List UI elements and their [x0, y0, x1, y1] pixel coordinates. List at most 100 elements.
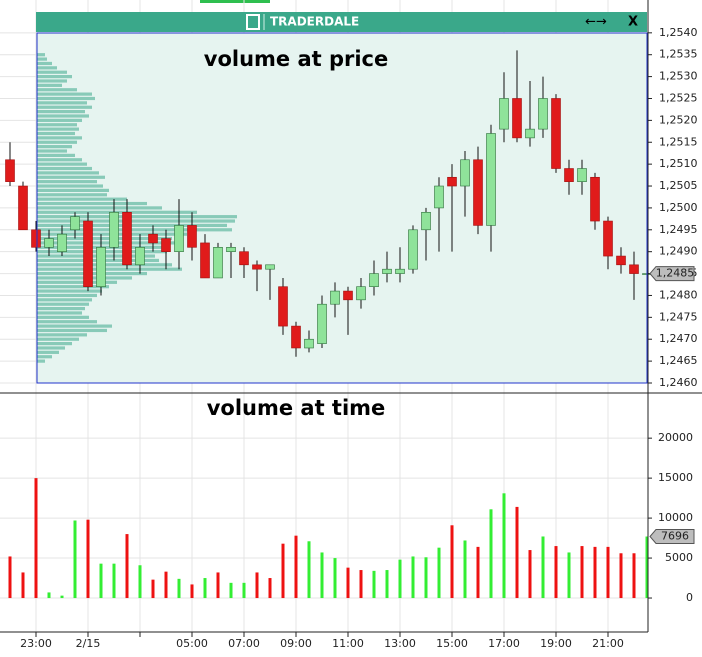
- y-tick-label: 1,2500: [659, 201, 698, 214]
- profile-box-border: [36, 32, 648, 384]
- bar: [489, 509, 493, 599]
- x-tick-label: 17:00: [488, 637, 520, 650]
- bar: [476, 546, 480, 599]
- profile-bar: [37, 145, 72, 149]
- candle-body: [408, 229, 418, 270]
- bar: [437, 547, 441, 599]
- bar: [60, 595, 64, 599]
- y-tick-label: 1,2525: [659, 91, 698, 104]
- last-value-tag: [649, 266, 695, 282]
- candle-body: [161, 238, 171, 252]
- y-tick-label: 1,2460: [659, 376, 698, 389]
- profile-bar: [37, 166, 92, 171]
- bar: [8, 556, 12, 599]
- y-tick-label: 1,2540: [659, 26, 698, 39]
- y-tick-label: 1,2530: [659, 70, 698, 83]
- candle-body: [291, 325, 301, 349]
- candle-body: [83, 220, 93, 288]
- bar: [281, 543, 285, 599]
- y-tick-label: 1,2490: [659, 245, 698, 258]
- profile-bar: [37, 302, 89, 306]
- profile-bar: [37, 158, 82, 162]
- profile-bar: [37, 88, 77, 92]
- profile-bar: [37, 74, 72, 79]
- candle-body: [200, 242, 210, 279]
- candle-body: [356, 286, 366, 301]
- profile-bar: [37, 236, 172, 241]
- profile-bar: [37, 53, 45, 57]
- profile-bar: [37, 193, 107, 197]
- last-value-label: 7696: [661, 530, 689, 543]
- candle-body: [616, 255, 626, 266]
- bar: [619, 553, 623, 599]
- bar: [554, 546, 558, 599]
- y-tick-label: 1,2465: [659, 354, 698, 367]
- profile-bar: [37, 355, 52, 359]
- profile-bar: [37, 149, 67, 153]
- annotation: volume at time: [207, 396, 386, 420]
- profile-bar: [37, 346, 65, 350]
- bar: [502, 493, 506, 599]
- candle-body: [226, 247, 236, 252]
- bar: [320, 552, 324, 599]
- candle-body: [421, 211, 431, 231]
- profile-bar: [37, 324, 112, 328]
- profile-bar: [37, 188, 109, 193]
- bar: [73, 520, 77, 599]
- profile-bar: [37, 162, 87, 166]
- bar: [112, 563, 116, 599]
- bar: [593, 546, 597, 599]
- candle-body: [265, 264, 275, 270]
- y-tick-label: 15000: [658, 471, 693, 484]
- x-tick-label: 11:00: [332, 637, 364, 650]
- x-tick-label: 2/15: [76, 637, 101, 650]
- candle-body: [70, 216, 80, 231]
- bar: [463, 540, 467, 599]
- close-button[interactable]: X: [628, 15, 638, 30]
- axes: 1,2540 1,2535 1,2530 1,2525 1,2520 1,2515 1,25…: [20, 26, 697, 650]
- profile-bar: [37, 92, 92, 96]
- y-tick-label: 0: [686, 591, 693, 604]
- bar: [346, 567, 350, 599]
- profile-bar: [37, 131, 75, 136]
- profile-bar: [37, 101, 87, 105]
- candle-body: [447, 176, 457, 187]
- top-indicator: [200, 0, 270, 3]
- bar: [515, 506, 519, 599]
- profile-bar: [37, 241, 177, 245]
- profile-bar: [37, 180, 97, 184]
- x-tick-label: 13:00: [384, 637, 416, 650]
- candle-body: [395, 268, 405, 274]
- bar: [333, 558, 337, 599]
- profile-bar: [37, 311, 82, 315]
- candle-body: [44, 238, 54, 248]
- bar: [359, 570, 363, 599]
- candle-body: [512, 98, 522, 139]
- move-button[interactable]: ←→: [585, 15, 607, 30]
- candle-body: [122, 211, 132, 266]
- bar: [216, 572, 220, 599]
- profile-bar: [37, 96, 95, 101]
- candle-body: [239, 251, 249, 266]
- bar: [450, 525, 454, 599]
- profile-bar: [37, 320, 97, 324]
- bar: [606, 546, 610, 599]
- profile-bar: [37, 293, 97, 298]
- profile-bar: [37, 184, 103, 188]
- profile-bar: [37, 285, 109, 289]
- profile-bar: [37, 289, 102, 293]
- profile-bar: [37, 123, 77, 127]
- profile-bar: [37, 171, 99, 175]
- candle-body: [135, 247, 145, 266]
- profile-bar: [37, 140, 77, 144]
- bar: [242, 582, 246, 599]
- bar: [86, 519, 90, 599]
- candle-body: [278, 286, 288, 327]
- y-tick-label: 10000: [658, 511, 693, 524]
- candle-body: [304, 338, 314, 349]
- candle-body: [31, 229, 41, 248]
- profile-bar: [37, 114, 89, 118]
- y-tick-label: 1,2475: [659, 310, 698, 323]
- y-tick-label: 1,2470: [659, 332, 698, 345]
- bar: [164, 571, 168, 599]
